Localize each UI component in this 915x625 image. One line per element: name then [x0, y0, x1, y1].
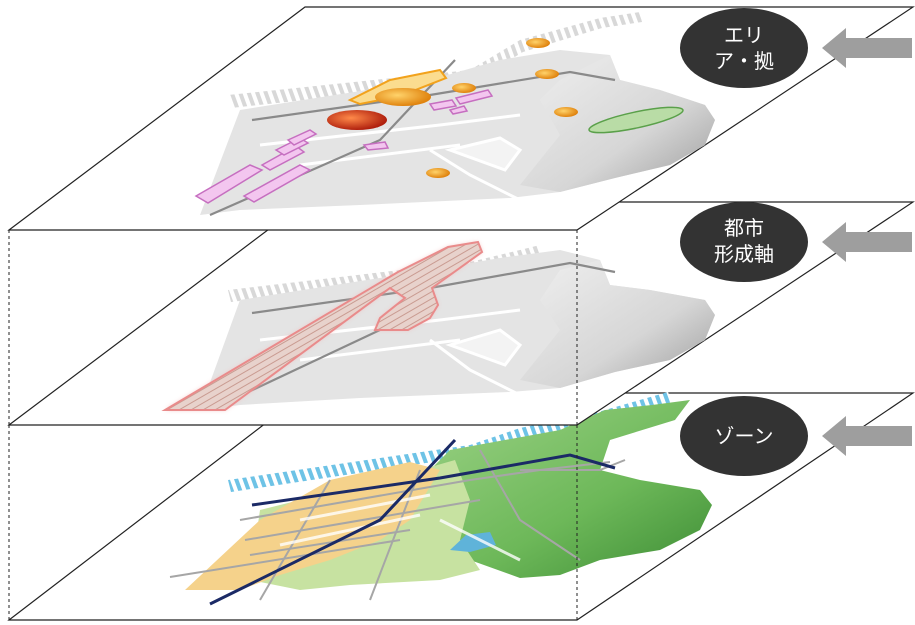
arrow-left-icon — [822, 28, 912, 68]
zone-rail-line-2 — [209, 438, 457, 606]
arrow-left-icon — [822, 222, 912, 262]
label-zone: ゾーン — [680, 396, 912, 476]
label-axis-line-1: 都市 — [724, 216, 764, 240]
hub-major-orange — [375, 88, 431, 106]
guide-lines — [8, 230, 578, 620]
area-districts — [194, 89, 494, 204]
area-hub-zone — [347, 68, 448, 106]
arrow-left-icon — [822, 416, 912, 456]
label-axis-line-2: 形成軸 — [714, 242, 774, 266]
label-area-bubble — [680, 8, 808, 88]
zone-rail-line-1 — [251, 453, 616, 507]
label-area-line-2: ア・拠 — [714, 49, 774, 73]
hub-major-red — [327, 110, 387, 130]
area-minor-hubs — [426, 38, 578, 178]
zone-waterfront-stripe — [228, 392, 672, 492]
area-green-zone — [588, 106, 684, 134]
label-zone-line-1: ゾーン — [715, 424, 774, 448]
label-area: エリ ア・拠 — [680, 8, 912, 88]
label-axis-bubble — [680, 202, 808, 282]
label-area-line-1: エリ — [724, 23, 764, 47]
label-axis: 都市 形成軸 — [680, 202, 912, 282]
zone-water-body — [450, 532, 496, 552]
label-zone-bubble — [680, 396, 808, 476]
zone-yellow-area — [185, 462, 440, 590]
